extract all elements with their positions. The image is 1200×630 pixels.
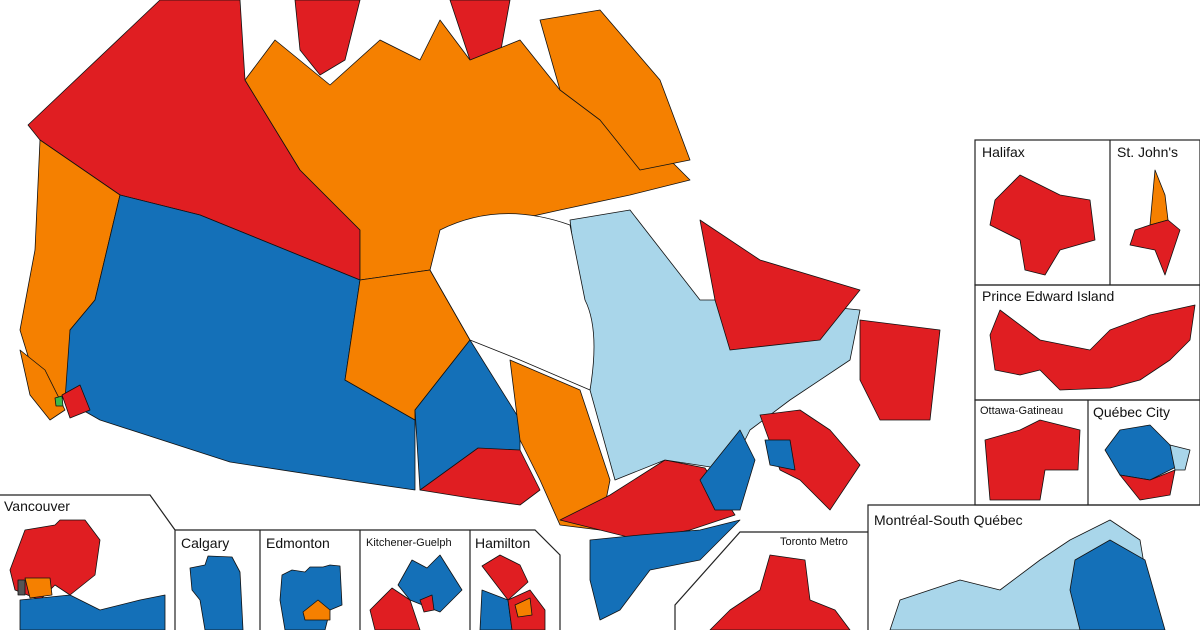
riding-ndp	[1149, 169, 1169, 226]
inset-ottawa-map	[984, 419, 1081, 501]
riding-liberal	[984, 419, 1081, 501]
region-ontario-northwest-red	[419, 447, 541, 506]
riding-conservative	[1104, 424, 1181, 481]
riding-ndp	[302, 599, 331, 621]
region-labrador	[699, 219, 861, 351]
inset-montreal-map	[889, 519, 1166, 630]
inset-quebec-city-map	[1104, 424, 1191, 501]
riding-conservative	[397, 554, 463, 613]
inset-label-ottawa-gatineau: Ottawa-Gatineau	[980, 405, 1064, 417]
inset-calgary-map	[189, 555, 244, 630]
inset-label-calgary: Calgary	[181, 535, 230, 551]
inset-pei-map	[989, 304, 1196, 391]
riding-independent	[17, 579, 26, 596]
inset-halifax-map	[989, 174, 1096, 276]
region-quebec-conservative	[699, 429, 756, 511]
riding-ndp	[24, 577, 53, 599]
inset-edmonton-map	[279, 564, 343, 630]
riding-liberal	[989, 304, 1196, 391]
inset-label-edmonton: Edmonton	[266, 535, 330, 551]
region-maritimes	[759, 409, 861, 511]
inset-vancouver-map	[9, 519, 166, 630]
region-ellesmere	[294, 0, 361, 76]
region-northern-ontario-east	[509, 359, 611, 531]
riding-conservative	[1069, 539, 1166, 630]
riding-liberal	[481, 554, 529, 601]
inset-label-hamilton: Hamilton	[475, 535, 531, 551]
hudson-bay	[429, 213, 595, 391]
riding-conservative	[19, 594, 166, 630]
region-vancouver-island	[19, 349, 66, 421]
inset-label-st-johns: St. John's	[1117, 144, 1179, 160]
inset-hamilton-map	[479, 554, 546, 630]
riding-ndp	[514, 597, 533, 618]
inset-stjohns-map	[1129, 169, 1181, 276]
inset-label-pei: Prince Edward Island	[982, 288, 1115, 304]
riding-liberal	[419, 594, 435, 613]
region-maritimes-blue	[764, 439, 796, 471]
riding-bloc	[1169, 444, 1191, 471]
riding-liberal	[989, 174, 1096, 276]
riding-liberal	[1119, 469, 1176, 501]
riding-liberal	[369, 587, 421, 630]
inset-label-vancouver: Vancouver	[4, 498, 70, 514]
inset-label-montreal: Montréal-South Québec	[874, 512, 1023, 528]
region-baffin	[539, 9, 691, 171]
inset-frames	[0, 139, 1200, 630]
inset-label-halifax: Halifax	[982, 144, 1025, 160]
inset-label-kitchener-guelph: Kitchener-Guelph	[366, 537, 452, 549]
riding-liberal	[709, 554, 851, 630]
riding-conservative	[479, 589, 513, 630]
region-southern-ontario-blue	[589, 519, 741, 621]
inset-label-quebec-city: Québec City	[1093, 404, 1171, 420]
riding-conservative	[189, 555, 244, 630]
region-greater-vancouver	[61, 384, 91, 419]
inset-label-toronto: Toronto Metro	[780, 536, 848, 548]
main-map	[19, 0, 941, 621]
region-newfoundland	[859, 319, 941, 421]
region-green-seat	[54, 395, 64, 407]
inset-toronto-map	[709, 554, 851, 630]
inset-kitchener-map	[369, 554, 463, 630]
riding-liberal	[1129, 219, 1181, 276]
